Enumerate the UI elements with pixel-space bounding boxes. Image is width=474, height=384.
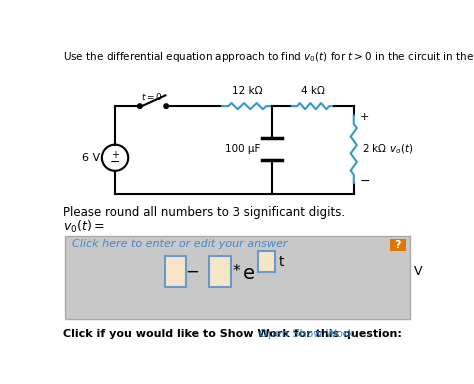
Text: Please round all numbers to 3 significant digits.: Please round all numbers to 3 significan… [63,206,345,219]
Text: −: − [186,263,200,281]
Text: Click here to enter or edit your answer: Click here to enter or edit your answer [72,239,287,249]
Bar [65,236,410,319]
Text: $v_0(t) =$: $v_0(t) =$ [63,219,105,235]
Text: t: t [279,255,284,269]
Text: V: V [414,265,423,278]
Text: e: e [243,264,255,283]
Text: ?: ? [395,240,401,250]
Text: 2 kΩ $v_o(t)$: 2 kΩ $v_o(t)$ [362,142,413,156]
Bar [258,251,275,273]
Text: 4 kΩ: 4 kΩ [301,86,325,96]
Text: +: + [111,150,119,160]
Text: +: + [360,112,369,122]
Text: −: − [110,156,120,169]
Bar [390,238,406,251]
Bar [164,256,186,287]
Text: *: * [233,264,240,279]
Text: Click if you would like to Show Work for this question:: Click if you would like to Show Work for… [63,329,402,339]
Text: $t = 0$: $t = 0$ [141,91,163,102]
Text: Open Show Work: Open Show Work [259,329,355,339]
Text: −: − [360,175,371,188]
Text: 6 V: 6 V [82,153,100,163]
Bar [209,256,230,287]
Text: Use the differential equation approach to find $v_0(t)$ for $t > 0$ in the circu: Use the differential equation approach t… [63,50,474,64]
Text: 100 μF: 100 μF [225,144,260,154]
Text: 12 kΩ: 12 kΩ [232,86,263,96]
